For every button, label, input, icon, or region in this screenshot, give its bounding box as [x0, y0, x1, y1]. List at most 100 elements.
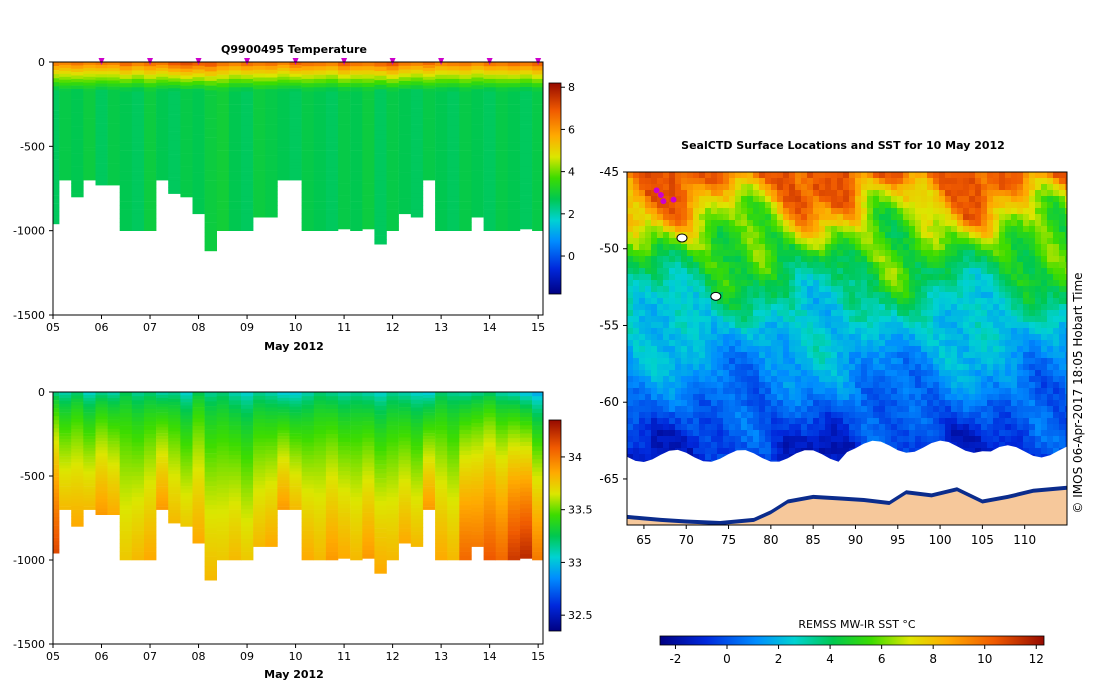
- sst-cell: [873, 298, 880, 305]
- sst-cell: [789, 274, 796, 281]
- sst-cell: [657, 214, 664, 221]
- x-tick-label: 11: [337, 650, 351, 663]
- sst-cell: [903, 262, 910, 269]
- sal-cell: [520, 520, 533, 526]
- sst-cell: [975, 250, 982, 257]
- temp-cell: [471, 155, 484, 160]
- sal-cell: [168, 414, 181, 419]
- temp-cell: [507, 226, 521, 231]
- sal-cell: [107, 450, 120, 454]
- sal-cell: [325, 446, 339, 452]
- temp-cell: [325, 99, 339, 105]
- temp-cell: [204, 208, 217, 214]
- sst-cell: [825, 226, 832, 233]
- sst-cell: [975, 208, 982, 215]
- temp-cell: [83, 94, 96, 98]
- sst-cell: [1047, 208, 1054, 215]
- temp-cell: [350, 184, 363, 189]
- sal-cell: [422, 418, 436, 422]
- sst-cell: [897, 220, 904, 227]
- sal-cell: [471, 415, 484, 420]
- sst-cell: [753, 226, 760, 233]
- sst-cell: [633, 202, 640, 209]
- sal-cell: [507, 547, 521, 552]
- temp-cell: [156, 121, 169, 125]
- sal-cell: [325, 505, 339, 510]
- sal-cell: [325, 400, 339, 405]
- sal-cell: [483, 526, 496, 531]
- temp-cell: [241, 129, 254, 134]
- temp-cell: [119, 175, 133, 181]
- sst-cell: [885, 202, 892, 209]
- sst-cell: [885, 172, 892, 179]
- temp-cell: [350, 91, 363, 96]
- temp-cell: [410, 197, 424, 202]
- sst-cell: [1059, 292, 1066, 299]
- sal-cell: [192, 429, 205, 434]
- sst-cell: [1011, 226, 1018, 233]
- temp-cell: [180, 112, 193, 117]
- sal-cell: [338, 545, 351, 551]
- sal-cell: [241, 463, 254, 468]
- temp-cell: [350, 129, 363, 134]
- temp-cell: [168, 98, 181, 102]
- sal-cell: [386, 413, 399, 418]
- sst-cell: [729, 232, 736, 239]
- sal-cell: [119, 425, 133, 431]
- sal-cell: [53, 424, 60, 429]
- sal-cell: [362, 412, 375, 418]
- sal-cell: [253, 450, 266, 455]
- sst-cell: [741, 280, 748, 287]
- temp-cell: [398, 137, 412, 142]
- temp-cell: [144, 95, 157, 101]
- sst-cell: [909, 196, 916, 203]
- temp-cell: [277, 103, 290, 107]
- sal-cell: [156, 421, 169, 425]
- sal-cell: [338, 483, 351, 488]
- sal-cell: [459, 459, 472, 464]
- temp-cell: [180, 72, 193, 76]
- sst-cell: [1065, 232, 1067, 239]
- sal-cell: [289, 421, 302, 425]
- temp-cell: [53, 151, 60, 156]
- sst-cell: [711, 196, 718, 203]
- sal-cell: [59, 427, 72, 431]
- sal-cell: [277, 500, 290, 504]
- sst-cell: [783, 208, 790, 215]
- sal-cell: [374, 392, 387, 397]
- sst-cell: [993, 280, 1000, 287]
- sal-cell: [459, 467, 472, 473]
- sst-cell: [687, 256, 694, 263]
- temp-cell: [532, 159, 544, 164]
- sal-cell: [483, 509, 496, 515]
- sal-cell: [398, 509, 412, 514]
- temp-cell: [422, 88, 436, 92]
- temp-cell: [435, 154, 448, 160]
- sst-cell: [855, 226, 862, 233]
- sal-cell: [289, 406, 302, 410]
- temp-cell: [398, 122, 412, 127]
- sal-cell: [192, 528, 205, 533]
- sal-cell: [507, 484, 521, 489]
- temp-cell: [325, 112, 339, 118]
- sal-cell: [422, 397, 436, 402]
- sst-cell: [843, 184, 850, 191]
- sal-cell: [192, 486, 205, 491]
- sst-cell: [921, 262, 928, 269]
- temp-cell: [459, 171, 472, 177]
- sst-cell: [1011, 208, 1018, 215]
- sst-cell: [645, 256, 652, 263]
- temp-cell: [253, 81, 266, 86]
- sal-cell: [507, 492, 521, 498]
- sst-cell: [717, 184, 724, 191]
- sal-cell: [386, 522, 399, 527]
- sal-cell: [216, 555, 230, 561]
- sal-cell: [228, 476, 242, 481]
- sst-cell: [831, 172, 838, 179]
- sal-cell: [144, 446, 157, 452]
- sst-cell: [885, 280, 892, 287]
- sal-cell: [107, 480, 120, 485]
- temp-cell: [483, 196, 496, 202]
- sst-cell: [951, 208, 958, 215]
- sal-cell: [338, 416, 351, 422]
